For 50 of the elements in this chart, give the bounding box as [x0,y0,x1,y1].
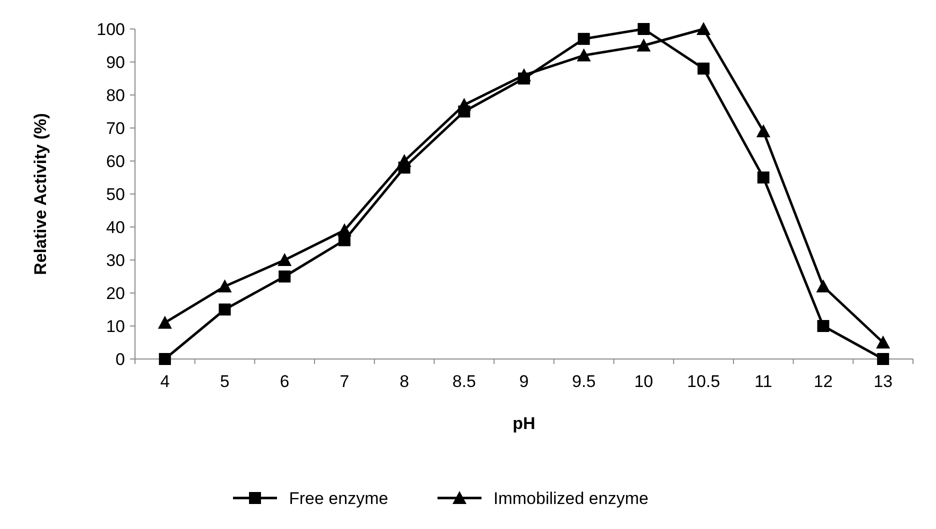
point [398,162,410,174]
point [876,336,890,348]
x-tick-label: 9.5 [572,372,596,391]
point [696,22,711,35]
x-tick-label: 12 [814,372,833,391]
point [338,234,350,246]
point [638,23,650,35]
point [816,279,830,292]
point [278,270,291,282]
point [458,106,470,118]
y-tick-label: 80 [106,86,125,105]
y-tick-label: 50 [106,184,125,204]
point [218,304,231,316]
x-tick-label: 11 [754,372,772,391]
x-tick-label: 8.5 [452,372,476,391]
x-axis-title: pH [512,414,536,433]
x-tick-label: 13 [874,372,893,391]
point [636,38,651,52]
y-tick-label: 0 [116,350,125,369]
point [158,353,171,365]
y-tick-label: 90 [106,52,125,72]
y-tick-label: 60 [106,152,125,171]
point [698,62,710,75]
x-tick-label: 6 [280,372,290,391]
legend-label: Free enzyme [289,488,388,508]
y-tick-label: 10 [106,316,125,336]
point [218,279,232,292]
point [518,72,530,84]
x-tick-label: 8 [400,372,410,391]
point [757,172,770,184]
point [756,124,770,138]
point [877,353,890,365]
legend-label: Immobilized enzyme [494,488,648,508]
point [817,320,830,332]
point [158,316,172,329]
point [578,32,590,45]
point [576,48,591,62]
y-tick-label: 20 [106,284,125,303]
point [278,253,292,266]
x-tick-label: 10.5 [686,372,720,391]
y-tick-label: 40 [106,218,125,237]
y-tick-label: 30 [106,250,125,270]
x-tick-label: 5 [220,372,230,391]
x-tick-label: 7 [340,372,350,391]
y-axis-title: Relative Activity (%) [31,113,50,275]
y-tick-label: 100 [96,20,125,39]
y-tick-label: 70 [106,118,125,138]
x-tick-label: 9 [519,372,529,391]
x-tick-label: 4 [160,372,170,391]
x-tick-label: 10 [634,372,654,391]
